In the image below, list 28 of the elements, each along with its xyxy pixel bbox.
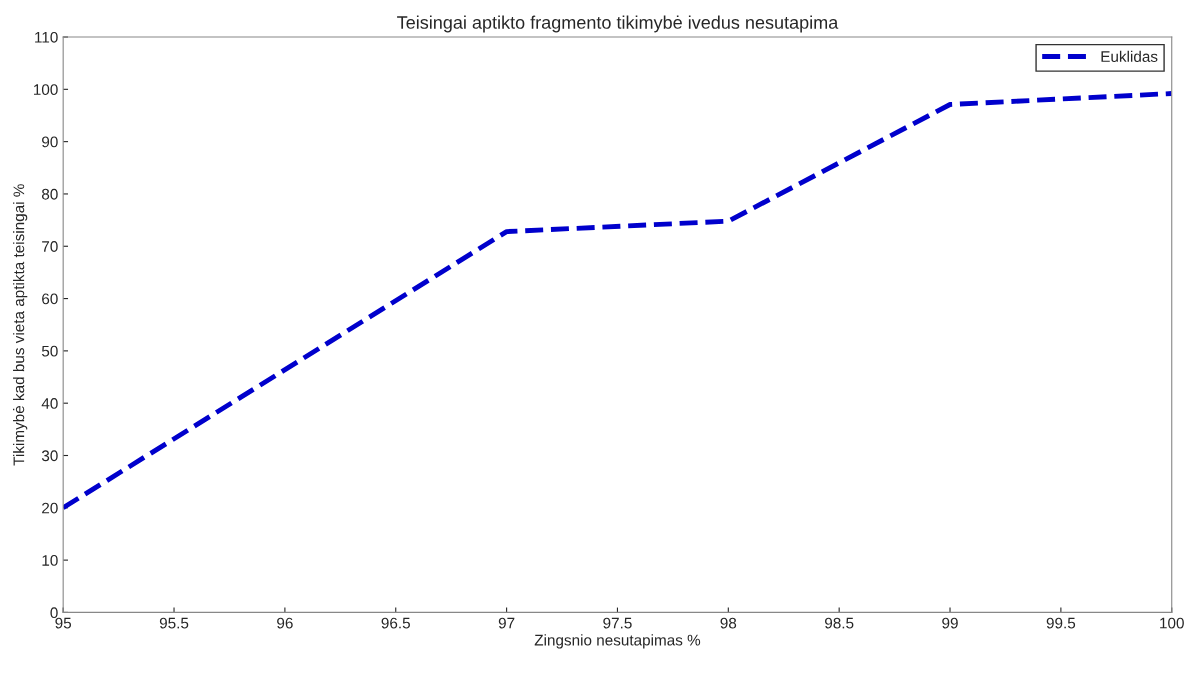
y-tick-label: 40: [41, 398, 58, 409]
legend-label: Euklidas: [1101, 50, 1158, 62]
y-tick-label: 10: [42, 554, 58, 566]
y-tick-label: 100: [33, 84, 58, 96]
x-tick-label: 95: [55, 617, 72, 629]
y-tick-label: 50: [41, 345, 58, 357]
line-series: [63, 91, 1172, 511]
x-axis-title: Zingsnio nesutapimas %: [534, 634, 701, 649]
y-tick-label: 80: [41, 188, 58, 200]
y-tick-label: 70: [42, 241, 58, 252]
y-tick-label: 20: [42, 502, 58, 514]
y-tick-label: 110: [35, 31, 58, 43]
y-tick-label: 60: [42, 293, 58, 305]
x-tick-label: 98.5: [825, 617, 854, 629]
x-tick-label: 96.5: [381, 617, 410, 629]
chart-title: Teisingai aptikto fragmento tikimybė ivedus nesutapima: [397, 15, 839, 33]
x-tick-label: 99: [942, 617, 958, 629]
y-tick-label: 0: [50, 607, 58, 619]
x-tick-label: 99.5: [1046, 617, 1076, 629]
x-tick-label: 98: [720, 617, 737, 629]
x-tick-label: 100: [1160, 617, 1184, 629]
y-tick-label: 90: [42, 136, 58, 148]
x-tick-label: 97.5: [603, 617, 632, 629]
x-tick-label: 97: [498, 617, 515, 629]
y-axis-title: Tikimybė kad bus vieta aptikta teisingai %: [13, 184, 28, 466]
x-tick-label: 95.5: [159, 617, 189, 629]
y-tick-label: 30: [41, 450, 58, 462]
x-tick-label: 96: [277, 617, 293, 629]
